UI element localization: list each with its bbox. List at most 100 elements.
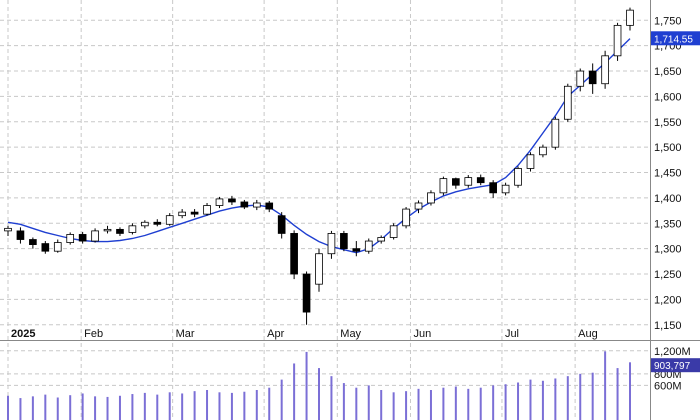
y-tick-label: 1,400 [654,193,682,205]
volume-bar [280,379,283,420]
candle [252,199,261,211]
candle-body [402,208,410,227]
volume-bar [417,388,420,420]
candle-body [78,234,87,242]
candle-body [116,228,124,234]
candle-body [626,9,634,26]
candle-body [178,211,186,217]
volume-bar [181,393,184,420]
x-tick-label: Mar [176,328,195,340]
volume-bar [429,390,432,420]
candle-body [514,168,522,186]
candle-body [41,243,50,252]
candle [340,230,348,252]
candle [464,175,473,188]
y-tick-label: 1,450 [654,168,682,180]
candle [290,230,298,280]
volume-bar [554,378,557,420]
volume-bar [206,390,209,420]
volume-bar [268,387,271,420]
candle-body [551,118,560,148]
candle-body [588,70,597,85]
volume-bar [7,395,9,420]
candle-body [501,184,510,194]
candle [364,238,373,254]
candle [476,174,485,186]
candle [116,227,124,236]
y-tick-label: 1,750 [654,15,682,27]
candle-body [277,215,286,234]
volume-bar [616,368,619,420]
candle-body [539,146,547,156]
candle-body [352,248,361,252]
candle [78,231,87,244]
candle [613,22,622,61]
candle-body [364,240,373,252]
tag-layer: 1,714.55 903,797 [651,31,700,373]
candle [165,213,174,226]
candle-body [489,182,497,194]
volume-bar [293,363,296,420]
candle-body [389,225,398,238]
volume-bar [629,362,631,420]
axis-layer: 1,150 1,200 1,250 1,300 1,350 1,400 1,450 1,500… [11,15,691,392]
last-volume-label: 903,797 [654,361,691,372]
volume-bar [380,390,383,420]
volume-bar [44,394,47,420]
candle [228,195,236,206]
candle-body [327,233,336,255]
moving-average-layer [7,38,631,254]
candle-body [203,205,211,215]
volume-bar [517,382,520,420]
y-tick-label: 1,500 [654,142,682,154]
volume-bar [156,394,159,420]
candle [178,209,186,219]
candle-body [153,221,162,225]
candle [576,68,585,92]
candle-body [4,227,12,232]
x-tick-label: 2025 [11,328,35,340]
volume-bar [405,391,408,420]
volume-bar [255,390,258,420]
last-price-tag [651,31,700,46]
candle [551,116,560,150]
y-tick-label: 1,150 [654,320,682,332]
candle [389,223,398,240]
volume-bar [504,384,507,420]
last-volume-tag [651,358,700,373]
candle [91,228,99,243]
candle-body [476,177,485,184]
candle [563,83,572,122]
candle [29,237,37,249]
volume-bar [330,376,333,420]
candle-body [464,177,473,186]
volume-bar [318,368,320,420]
candle [16,227,25,244]
y-tick-label: 1,350 [654,218,682,230]
candle [302,271,311,325]
volume-bar [131,394,134,420]
candle [4,225,12,236]
volume-bar [118,395,121,420]
candle-body [427,192,435,204]
candle-body [315,253,323,285]
volume-bar [492,385,495,420]
candle-body [228,198,236,203]
x-tick-label: Feb [84,328,103,340]
candle [141,220,149,229]
candle-body [128,225,137,233]
y-tick-label: 1,550 [654,117,682,129]
candle [277,212,286,239]
volume-bar [31,396,34,420]
candle-body [66,234,75,243]
candle-body [53,242,62,252]
candle [514,166,522,188]
volume-bar [591,372,594,420]
candle-body [103,228,112,232]
candle [588,63,597,94]
candle-body [215,198,224,206]
candle [66,232,75,245]
x-tick-label: Jul [505,328,519,340]
candle [601,50,609,89]
